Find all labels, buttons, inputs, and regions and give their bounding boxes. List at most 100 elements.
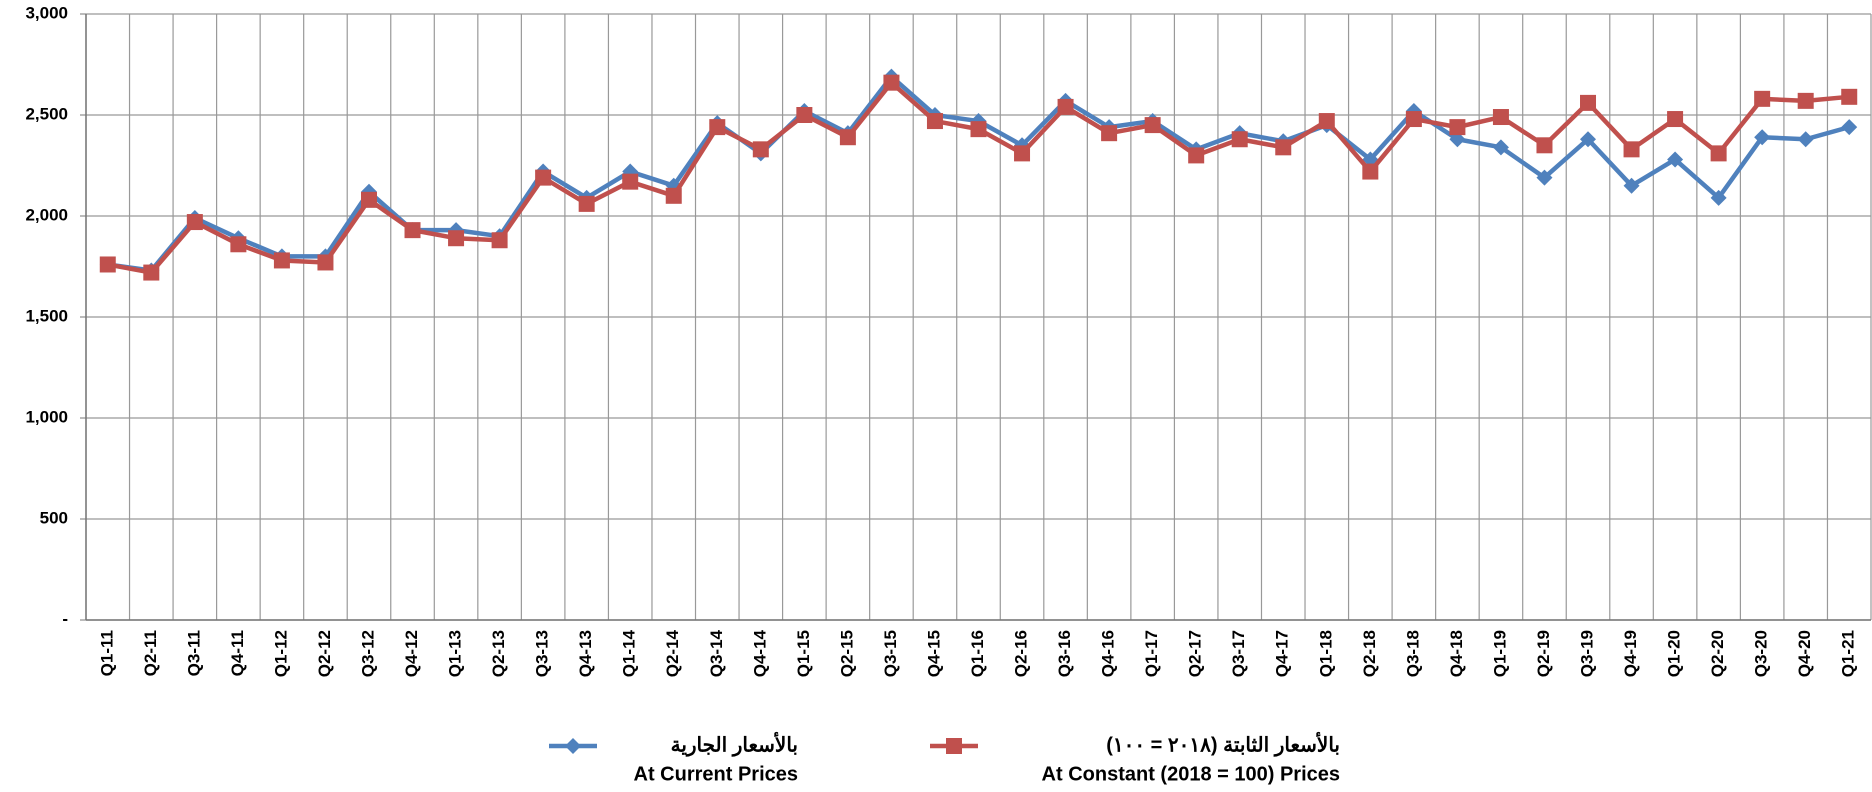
legend-label-ar: بالأسعار الثابتة (٢٠١٨ = ١٠٠)	[1106, 731, 1340, 757]
legend-label: At Constant (2018 = 100) Prices	[1042, 763, 1340, 785]
point	[230, 236, 247, 253]
x-tick-label: Q1-12	[271, 630, 290, 677]
point	[752, 141, 769, 158]
series-line	[107, 80, 1850, 275]
x-tick-label: Q1-19	[1490, 630, 1509, 677]
x-tick-label: Q3-18	[1403, 630, 1422, 677]
y-tick-label: 3,000	[25, 3, 68, 22]
point	[1754, 129, 1771, 146]
y-tick-label: -	[62, 609, 68, 628]
x-tick-label: Q2-14	[663, 629, 682, 677]
x-tick-label: Q2-12	[315, 630, 334, 677]
point	[1667, 111, 1684, 128]
x-tick-label: Q4-16	[1099, 630, 1118, 677]
x-tick-label: Q4-12	[402, 630, 421, 677]
point	[1449, 119, 1466, 136]
x-tick-label: Q2-18	[1360, 630, 1379, 677]
legend-marker	[946, 738, 962, 754]
point	[1144, 117, 1161, 134]
x-tick-label: Q2-16	[1012, 630, 1031, 677]
point	[1536, 169, 1553, 186]
x-tick-label: Q2-20	[1708, 630, 1727, 677]
y-tick-label: 1,500	[25, 306, 68, 325]
point	[1188, 147, 1205, 164]
point	[1318, 113, 1335, 130]
point	[1623, 141, 1640, 158]
point	[1754, 90, 1771, 107]
x-tick-label: Q2-19	[1534, 630, 1553, 677]
point	[883, 74, 900, 91]
x-tick-label: Q3-11	[184, 630, 203, 676]
legend-label-ar: بالأسعار الجارية	[671, 731, 798, 757]
point	[1797, 131, 1814, 148]
x-tick-label: Q1-13	[446, 630, 465, 677]
point	[99, 256, 116, 273]
point	[143, 264, 160, 281]
x-tick-label: Q4-15	[924, 630, 943, 677]
point	[404, 222, 421, 239]
point	[796, 107, 813, 123]
x-tick-label: Q3-19	[1577, 630, 1596, 677]
point	[1492, 139, 1509, 156]
x-tick-label: Q1-11	[97, 630, 116, 676]
point	[1580, 131, 1597, 148]
x-tick-label: Q1-17	[1142, 630, 1161, 677]
legend-label: At Current Prices	[634, 763, 799, 785]
x-tick-label: Q3-12	[358, 630, 377, 677]
point	[970, 121, 987, 138]
x-tick-label: Q3-20	[1752, 630, 1771, 677]
point	[578, 195, 595, 212]
point	[491, 232, 508, 249]
x-tick-label: Q2-17	[1186, 630, 1205, 677]
x-tick-label: Q1-16	[968, 630, 987, 677]
point	[926, 113, 943, 130]
point	[1492, 109, 1509, 126]
x-tick-label: Q3-15	[881, 630, 900, 677]
point	[1231, 131, 1248, 148]
point	[1536, 137, 1553, 154]
point	[1623, 177, 1640, 194]
point	[273, 252, 290, 269]
point	[709, 119, 726, 136]
y-tick-label: 1,000	[25, 407, 68, 426]
x-tick-label: Q4-11	[228, 630, 247, 676]
x-tick-label: Q1-18	[1316, 630, 1335, 677]
x-tick-label: Q4-18	[1447, 630, 1466, 677]
x-tick-label: Q3-14	[707, 629, 726, 677]
x-tick-label: Q4-17	[1273, 630, 1292, 677]
point	[1449, 131, 1466, 148]
point	[1057, 98, 1074, 115]
point	[1841, 119, 1858, 136]
x-tick-label: Q1-21	[1839, 630, 1858, 677]
point	[535, 169, 552, 186]
point	[1405, 111, 1422, 128]
point	[1710, 145, 1727, 162]
point	[1667, 151, 1684, 168]
point	[1797, 92, 1814, 109]
x-tick-label: Q2-13	[489, 630, 508, 677]
x-tick-label: Q2-15	[837, 630, 856, 677]
point	[839, 129, 856, 146]
x-tick-label: Q1-14	[620, 629, 639, 677]
point	[1841, 88, 1858, 105]
point	[1362, 163, 1379, 180]
point	[665, 187, 682, 204]
x-tick-label: Q4-13	[576, 630, 595, 677]
y-tick-label: 2,000	[25, 205, 68, 224]
y-tick-label: 2,500	[25, 104, 68, 123]
x-tick-label: Q1-20	[1665, 630, 1684, 677]
x-tick-label: Q3-16	[1055, 630, 1074, 677]
point	[1275, 139, 1292, 156]
x-tick-label: Q2-11	[141, 630, 160, 676]
x-tick-label: Q3-13	[533, 630, 552, 677]
point	[622, 173, 639, 190]
legend-marker	[565, 738, 581, 754]
x-tick-label: Q1-15	[794, 630, 813, 677]
point	[1710, 189, 1727, 206]
y-tick-label: 500	[40, 508, 68, 527]
point	[360, 191, 377, 208]
point	[1101, 125, 1118, 142]
point	[186, 214, 203, 231]
point	[317, 254, 334, 271]
x-tick-label: Q4-14	[750, 629, 769, 677]
